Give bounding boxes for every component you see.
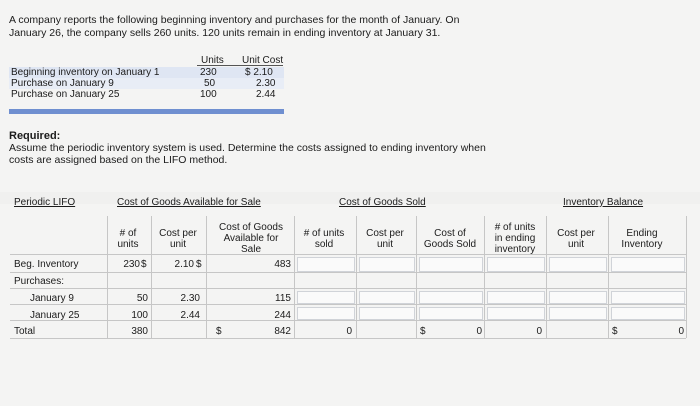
- total-units-sold: 0: [346, 326, 352, 337]
- beg-units: 230: [123, 259, 140, 270]
- problem-statement: A company reports the following beginnin…: [9, 14, 479, 40]
- cost-per-ending-input[interactable]: [549, 307, 607, 320]
- units-sold-input[interactable]: [297, 307, 355, 320]
- col-units-sold: # of units sold: [303, 228, 345, 250]
- group-cogs-sold: Cost of Goods Sold: [339, 197, 426, 208]
- unit-cost-header: Unit Cost: [242, 55, 284, 66]
- ending-inventory-input[interactable]: [611, 291, 685, 304]
- col-cogs-available: Cost of Goods Available for Sale: [219, 222, 283, 255]
- lifo-worksheet: Periodic LIFO Cost of Goods Available fo…: [0, 190, 700, 350]
- currency-symbol: $: [196, 259, 202, 270]
- cost-per-sold-input[interactable]: [359, 257, 415, 272]
- col-units: # of units: [117, 228, 139, 250]
- cost-per-sold-input[interactable]: [359, 291, 415, 304]
- units-header: Units: [201, 55, 224, 66]
- ending-inventory-input[interactable]: [611, 257, 685, 272]
- ending-inventory-input[interactable]: [611, 307, 685, 320]
- section-label: Periodic LIFO: [14, 197, 76, 208]
- beg-cost: 2.10: [174, 259, 194, 270]
- col-cost-per-unit-ending: Cost per unit: [557, 228, 595, 250]
- cogs-input[interactable]: [419, 307, 483, 320]
- beg-available: 483: [274, 259, 291, 270]
- inventory-row: Beginning inventory on January 1 230 $ 2…: [9, 67, 284, 78]
- cost-per-ending-input[interactable]: [549, 291, 607, 304]
- problem-line-2: January 26, the company sells 260 units.…: [9, 27, 441, 39]
- jan25-cost: 2.44: [180, 310, 200, 321]
- units-ending-input[interactable]: [487, 291, 545, 304]
- required-line-1: Assume the periodic inventory system is …: [9, 142, 486, 154]
- cogs-input[interactable]: [419, 291, 483, 304]
- jan9-cost: 2.30: [180, 293, 200, 304]
- row-label-purchases: Purchases:: [14, 276, 65, 287]
- required-title: Required:: [9, 130, 61, 142]
- col-cost-per-unit-sold: Cost per unit: [366, 228, 404, 250]
- row-label-jan9: January 9: [30, 293, 74, 304]
- jan9-available: 115: [275, 293, 291, 304]
- cost-per-sold-input[interactable]: [359, 307, 415, 320]
- units-sold-input[interactable]: [297, 257, 355, 272]
- row-label-beg: Beg. Inventory: [14, 259, 79, 270]
- units-ending-input[interactable]: [487, 307, 545, 320]
- col-ending-inventory: Ending Inventory: [621, 228, 663, 250]
- required-line-2: costs are assigned based on the LIFO met…: [9, 154, 228, 166]
- inventory-row: Purchase on January 25 100 2.44: [9, 89, 284, 100]
- problem-line-1: A company reports the following beginnin…: [9, 14, 460, 26]
- units-ending-input[interactable]: [487, 257, 545, 272]
- currency-symbol: $: [612, 326, 618, 337]
- group-inventory-balance: Inventory Balance: [563, 197, 644, 208]
- total-ending-inventory: 0: [678, 326, 684, 337]
- table-footer-bar: [9, 109, 284, 114]
- jan9-units: 50: [136, 293, 148, 304]
- inventory-row: Purchase on January 9 50 2.30: [9, 78, 284, 89]
- row-label-total: Total: [14, 326, 36, 337]
- col-units-ending: # of units in ending inventory: [494, 222, 536, 255]
- units-sold-input[interactable]: [297, 291, 355, 304]
- cogs-input[interactable]: [419, 257, 483, 272]
- row-label-jan25: January 25: [30, 310, 80, 321]
- required-section: Required: Assume the periodic inventory …: [9, 130, 529, 166]
- total-units: 380: [131, 326, 148, 337]
- inventory-table: Units Unit Cost Beginning inventory on J…: [9, 53, 284, 114]
- col-cost-goods-sold: Cost of Goods Sold: [423, 228, 477, 250]
- currency-symbol: $: [420, 326, 426, 337]
- currency-symbol: $: [141, 259, 147, 270]
- jan25-available: 244: [274, 310, 291, 321]
- group-cogs-available: Cost of Goods Available for Sale: [117, 197, 261, 208]
- total-units-ending: 0: [536, 326, 542, 337]
- total-available: 842: [274, 326, 291, 337]
- col-cost-per-unit: Cost per unit: [159, 228, 197, 250]
- jan25-units: 100: [131, 310, 148, 321]
- header-underline: [197, 65, 283, 66]
- currency-symbol: $: [216, 326, 222, 337]
- total-cogs: 0: [476, 326, 482, 337]
- cost-per-ending-input[interactable]: [549, 257, 607, 272]
